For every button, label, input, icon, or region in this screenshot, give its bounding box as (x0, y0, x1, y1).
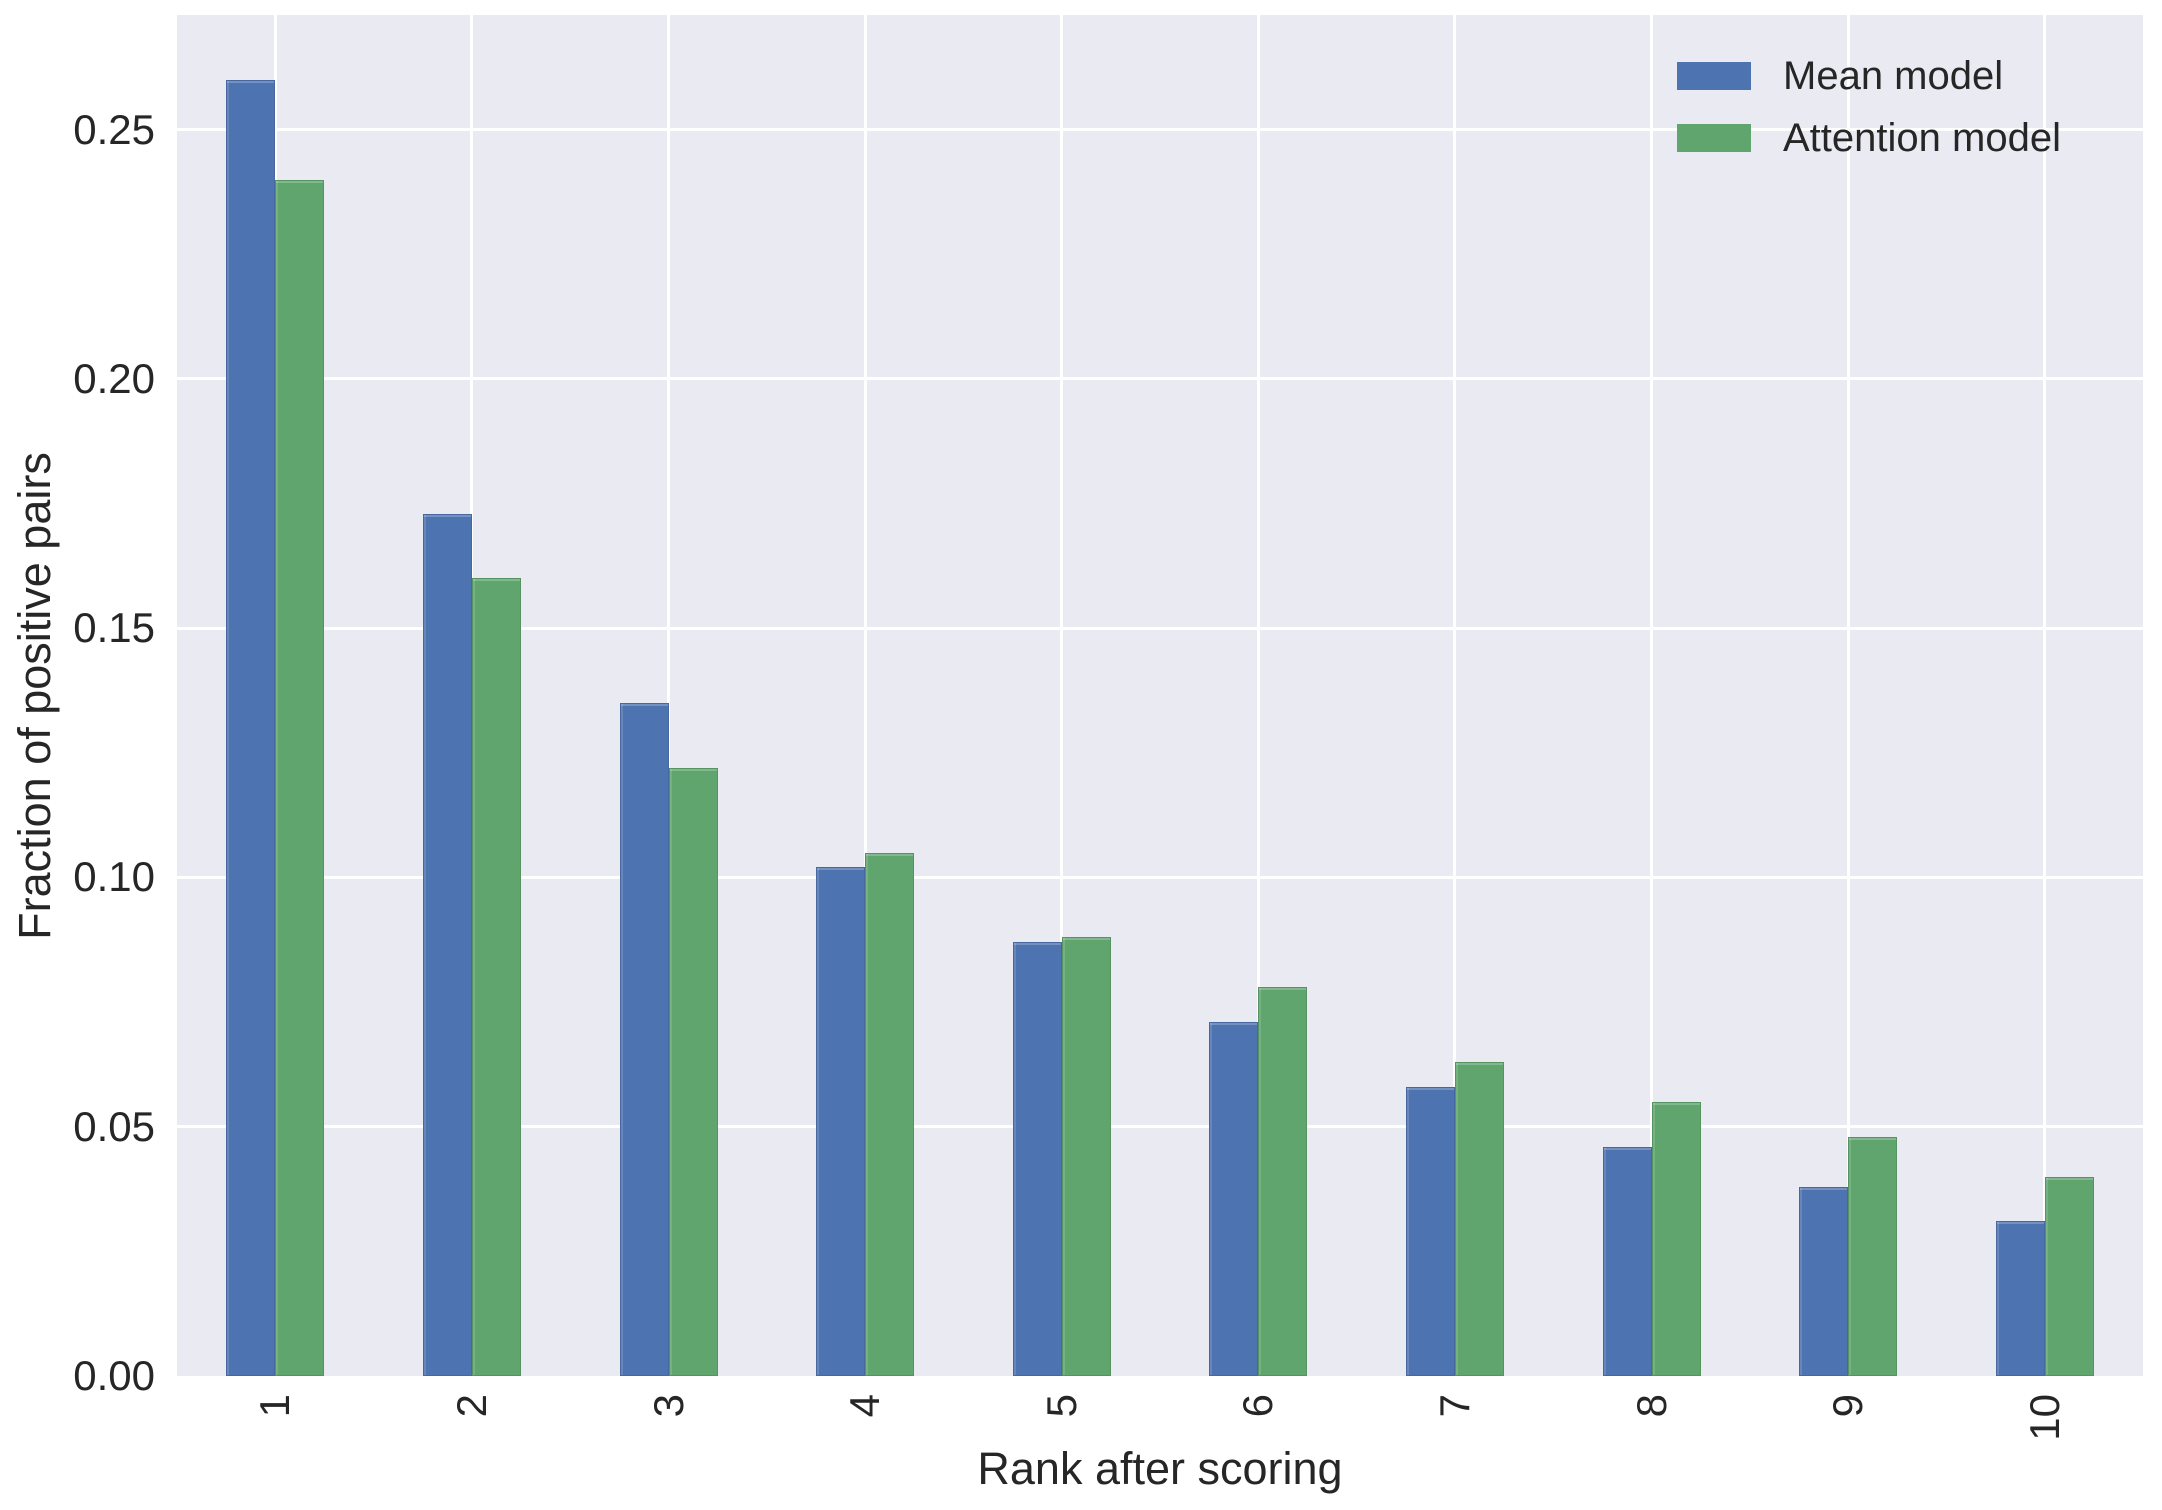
x-tick-label: 4 (841, 1394, 889, 1418)
legend-label: Mean model (1783, 54, 2004, 98)
y-tick-label: 0.00 (73, 1352, 155, 1399)
legend-label: Attention model (1783, 116, 2061, 160)
legend-item-attention-model: Attention model (1677, 114, 2061, 162)
legend-swatch (1677, 124, 1751, 152)
x-tick-label: 5 (1037, 1394, 1085, 1418)
x-tick-label: 2 (447, 1394, 495, 1418)
legend-swatch (1677, 62, 1751, 90)
y-axis-label: Fraction of positive pairs (9, 451, 60, 940)
y-tick-label: 0.20 (73, 354, 155, 402)
x-tick-label: 8 (1627, 1394, 1675, 1418)
x-axis-label: Rank after scoring (977, 1443, 1343, 1494)
plot-area (177, 15, 2143, 1376)
x-tick-label: 10 (2020, 1394, 2068, 1441)
x-tick-label: 9 (1824, 1394, 1872, 1418)
y-tick-label: 0.05 (73, 1102, 155, 1150)
y-tick-label: 0.25 (73, 105, 155, 153)
x-tick-label: 3 (644, 1394, 692, 1418)
x-tick-label: 1 (251, 1394, 299, 1418)
legend: Mean model Attention model (1677, 52, 2061, 162)
x-tick-label: 6 (1234, 1394, 1282, 1418)
legend-item-mean-model: Mean model (1677, 52, 2061, 100)
x-tick-label: 7 (1430, 1394, 1478, 1418)
